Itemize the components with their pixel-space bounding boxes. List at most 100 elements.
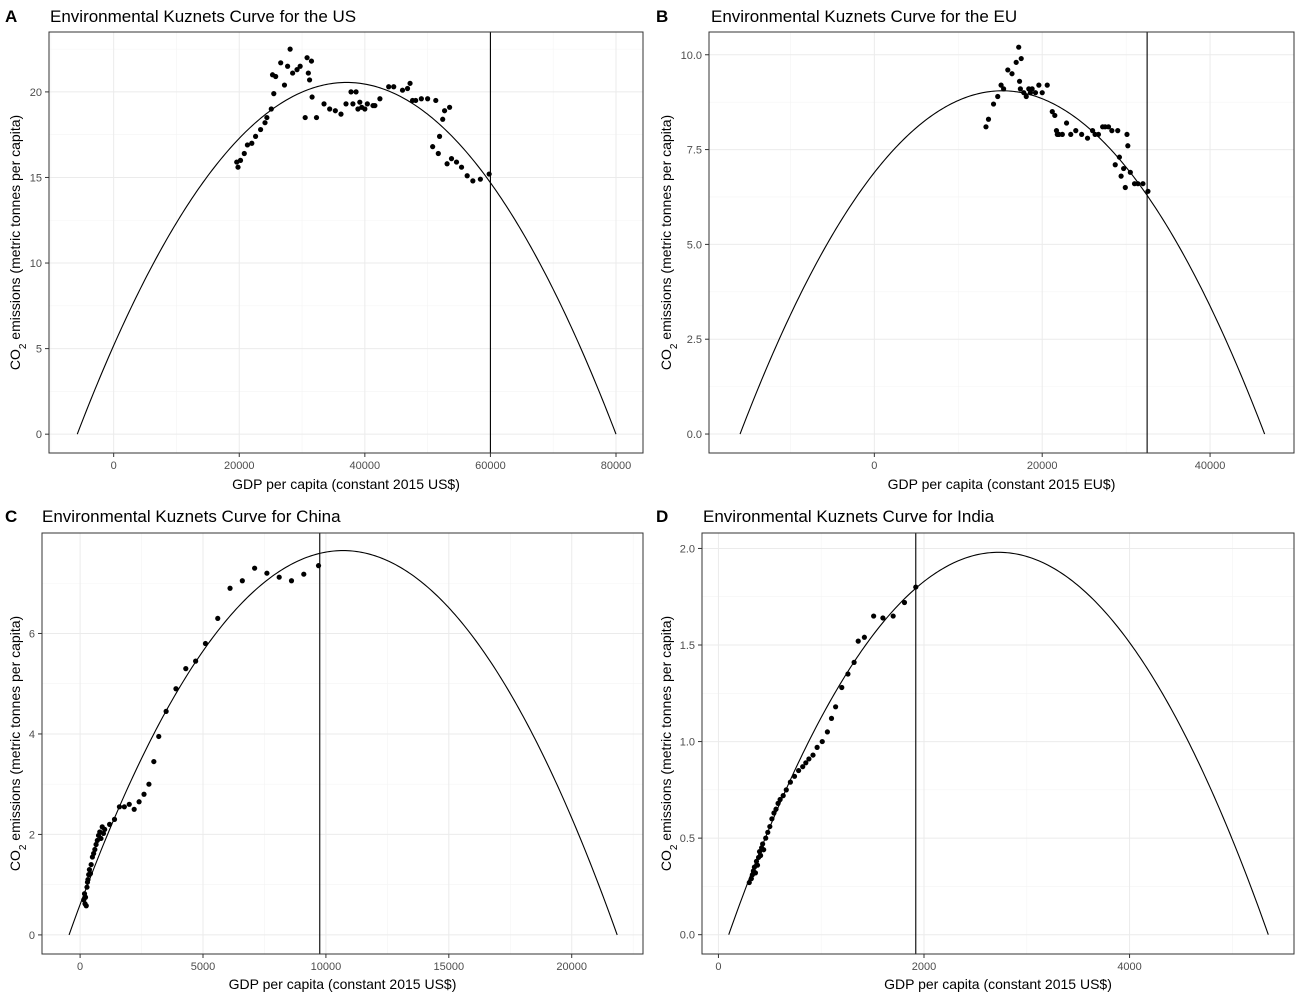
data-point [215, 615, 221, 622]
data-point [1016, 78, 1023, 84]
data-point [1125, 143, 1131, 149]
x-axis-title: GDP per capita (constant 2015 EU$) [888, 476, 1116, 492]
data-point [435, 150, 441, 157]
y-tick-label: 6 [29, 628, 35, 640]
y-tick-label: 4 [29, 729, 35, 741]
plot-border [41, 532, 644, 955]
data-point [1109, 128, 1115, 134]
data-point [290, 70, 296, 76]
data-point [796, 767, 802, 774]
data-point [855, 638, 861, 644]
data-point [1073, 128, 1079, 134]
data-point [806, 756, 812, 762]
data-point [151, 758, 157, 765]
y-tick-label: 0 [29, 930, 35, 942]
y-tick-label: 10.0 [681, 50, 702, 62]
data-point [1005, 67, 1011, 73]
data-point [288, 578, 295, 584]
data-point [803, 760, 809, 766]
data-point [1036, 82, 1042, 88]
data-point [91, 850, 97, 857]
data-point [1140, 181, 1146, 187]
data-point [141, 791, 147, 797]
data-point [433, 97, 439, 104]
data-point [305, 70, 311, 76]
data-point [752, 870, 759, 876]
plot-border [708, 31, 1295, 454]
data-point [309, 94, 315, 100]
x-tick-label: 0 [77, 961, 83, 973]
x-tick-label: 10000 [311, 961, 342, 973]
data-point [377, 96, 383, 102]
data-point [111, 816, 118, 822]
data-point [1016, 44, 1022, 50]
data-point [202, 640, 209, 647]
data-point [1112, 162, 1118, 168]
data-point [85, 877, 91, 883]
data-point [441, 108, 448, 114]
y-axis-title: CO2 emissions (metric tonnes per capita) [658, 616, 680, 871]
data-point [1044, 82, 1050, 88]
data-point [338, 111, 344, 117]
x-tick-label: 5000 [191, 961, 215, 973]
data-point [252, 133, 259, 139]
fitted-curve [68, 550, 618, 936]
fitted-curve [76, 81, 617, 435]
x-tick-label: 80000 [601, 460, 632, 472]
panel-title: Environmental Kuznets Curve for the EU [711, 7, 1017, 26]
x-axis-title: GDP per capita (constant 2015 US$) [232, 476, 460, 492]
data-point [193, 658, 199, 664]
data-point [773, 806, 779, 812]
data-point [84, 884, 90, 890]
data-point [440, 116, 446, 122]
data-point [273, 73, 279, 80]
data-point [278, 60, 284, 66]
data-point [1001, 86, 1007, 92]
data-point [425, 96, 431, 102]
panel-title: Environmental Kuznets Curve for China [42, 507, 341, 526]
data-point [1115, 128, 1121, 134]
data-point [1039, 90, 1045, 96]
data-point [404, 85, 411, 92]
data-point [350, 101, 356, 107]
data-point [1127, 169, 1133, 175]
y-tick-label: 1.0 [680, 737, 695, 749]
data-point [301, 571, 307, 577]
data-point [983, 124, 989, 130]
data-point [327, 106, 333, 112]
data-point [1063, 120, 1070, 126]
data-point [264, 570, 270, 576]
data-point [464, 173, 470, 179]
data-point [901, 599, 908, 606]
data-point [453, 159, 460, 165]
data-point [819, 738, 825, 745]
data-point [98, 835, 104, 842]
data-point [348, 89, 354, 95]
y-axis-title: CO2 emissions (metric tonnes per capita) [7, 616, 29, 871]
plot-background [709, 32, 1294, 453]
data-point [1021, 90, 1027, 96]
data-point [470, 178, 476, 184]
plot-border [48, 31, 644, 454]
data-point [364, 101, 370, 107]
data-point [315, 563, 322, 569]
data-point [136, 799, 142, 805]
data-point [156, 733, 162, 740]
data-point [1105, 124, 1112, 130]
panel-d: D Environmental Kuznets Curve for India … [656, 507, 1295, 992]
data-point [985, 116, 992, 122]
data-point [372, 102, 378, 109]
data-point [444, 161, 450, 167]
data-point [239, 578, 245, 584]
data-point [1009, 71, 1015, 77]
data-point [1068, 131, 1074, 138]
data-point [252, 565, 258, 571]
data-point [126, 801, 132, 807]
data-point [271, 91, 277, 97]
data-point [477, 176, 483, 182]
data-point [1095, 131, 1102, 138]
data-point [163, 708, 169, 714]
panel-a: A Environmental Kuznets Curve for the US… [5, 7, 644, 492]
data-point [244, 142, 251, 148]
data-point [332, 108, 338, 114]
